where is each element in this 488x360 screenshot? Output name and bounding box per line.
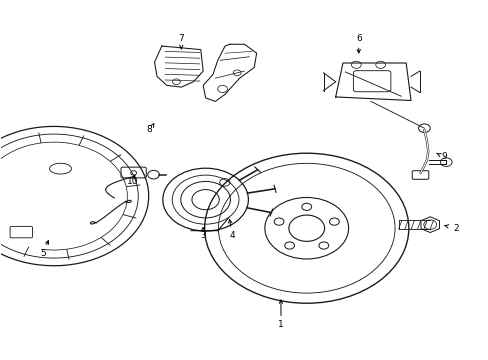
Text: 8: 8: [146, 126, 152, 135]
Text: 4: 4: [229, 231, 235, 240]
Text: 10: 10: [127, 177, 138, 186]
Text: 6: 6: [355, 35, 361, 44]
Text: 5: 5: [40, 249, 45, 258]
Text: 9: 9: [440, 152, 446, 161]
Text: 3: 3: [200, 231, 205, 240]
Text: 7: 7: [178, 35, 184, 44]
Text: 1: 1: [278, 320, 283, 329]
Text: 2: 2: [452, 224, 458, 233]
